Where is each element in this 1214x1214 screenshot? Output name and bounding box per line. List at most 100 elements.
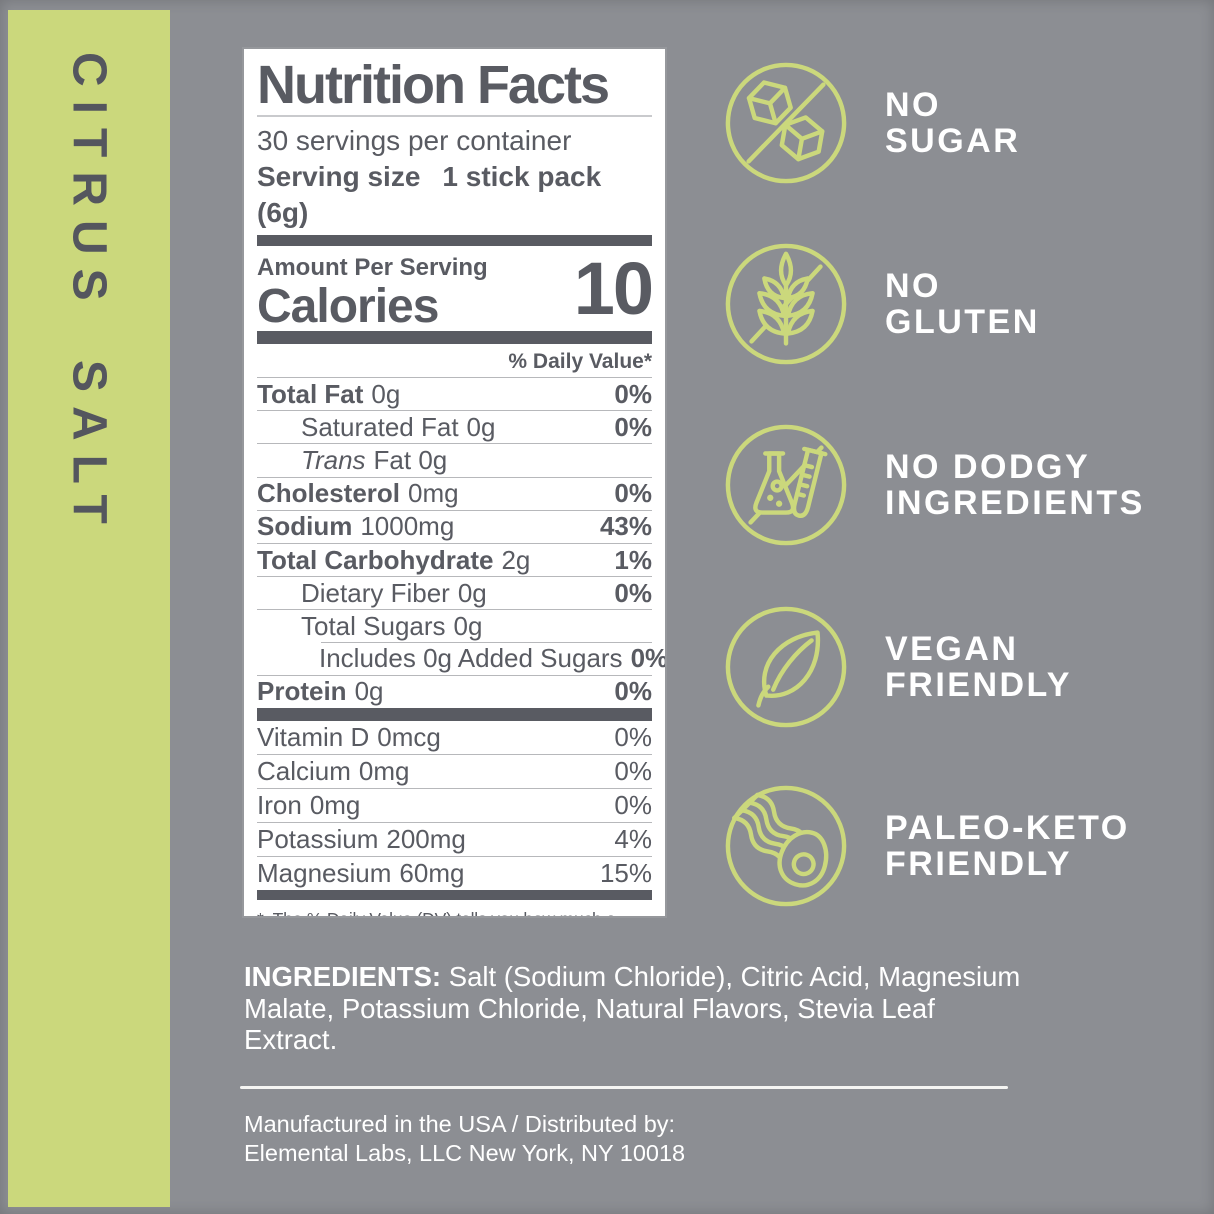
nutrient-amount: 0g (466, 411, 496, 442)
nutrient-name: Total Fat (257, 378, 364, 409)
nutrient-name: Cholesterol (257, 478, 401, 509)
table-row: Vitamin D 0mcg 0% (257, 721, 652, 755)
nutrient-daily-value: 0% (614, 577, 652, 608)
badge-label-line: VEGAN (885, 629, 1019, 668)
table-row: Total Sugars 0g (257, 610, 652, 643)
badge-no-gluten: NO GLUTEN (722, 240, 1192, 368)
nutrient-daily-value: 0% (630, 643, 667, 674)
nutrient-amount: 0mg (309, 789, 361, 820)
ingredients-text: Salt (Sodium Chloride), Citric Acid, Mag… (244, 961, 1021, 1055)
serving-size-value: 1 stick pack (6g) (257, 161, 602, 228)
calories-value: 10 (573, 247, 654, 330)
badge-label-line: PALEO-KETO (885, 808, 1130, 847)
table-row: Protein 0g 0% (257, 676, 652, 708)
badge-label: VEGAN FRIENDLY (885, 629, 1072, 704)
manufactured-line: Manufactured in the USA / Distributed by… (244, 1111, 676, 1137)
nutrient-daily-value: 15% (599, 857, 652, 888)
nutrient-amount: 0g (354, 676, 384, 707)
nutrient-name: Includes 0g Added Sugars (319, 643, 623, 674)
badge-label-line: FRIENDLY (885, 666, 1072, 704)
badge-label-line: INGREDIENTS (885, 484, 1145, 522)
serving-size-row: Serving size 1 stick pack (6g) (257, 159, 652, 231)
flavor-name: CITRUS SALT (62, 52, 116, 538)
nutrient-daily-value: 0% (614, 721, 652, 752)
nutrient-amount: 0g (457, 577, 487, 608)
nutrition-facts-title: Nutrition Facts (257, 49, 652, 117)
table-row: Total Carbohydrate 2g 1% (257, 544, 652, 578)
nutrient-amount: 1000mg (360, 511, 455, 542)
nutrient-name: Magnesium (257, 857, 392, 888)
nutrient-amount: 0mg (408, 478, 459, 509)
badge-vegan-friendly: VEGAN FRIENDLY (722, 603, 1192, 731)
table-row: Trans Fat 0g (257, 444, 652, 478)
nutrient-name: Saturated Fat (301, 411, 459, 442)
nutrient-rows: Total Fat 0g 0% Saturated Fat 0g 0% Trans F… (257, 378, 665, 708)
nutrient-name: Calcium (257, 755, 351, 786)
nutrient-daily-value: 0% (614, 411, 652, 442)
badge-label-line: NO (885, 85, 941, 124)
nutrient-name: Dietary Fiber (301, 577, 450, 608)
nutrient-daily-value: 4% (614, 823, 652, 854)
table-row: Dietary Fiber 0g 0% (257, 577, 652, 611)
serving-size-label: Serving size (257, 161, 421, 192)
nutrition-facts-panel: Nutrition Facts 30 servings per containe… (242, 47, 667, 918)
table-row: Potassium 200mg 4% (257, 823, 652, 857)
vitamin-rows: Vitamin D 0mcg 0% Calcium 0mg 0% Iron 0mg 0… (257, 721, 652, 890)
nutrient-name: Sodium (257, 511, 353, 542)
table-row: Calcium 0mg 0% (257, 755, 652, 789)
table-row: Includes 0g Added Sugars 0% (257, 643, 665, 676)
nutrient-daily-value: 0% (614, 676, 652, 707)
nutrient-daily-value: 0% (614, 755, 652, 786)
badge-label: NO DODGY INGREDIENTS (885, 447, 1145, 522)
badge-label: NO SUGAR (885, 85, 1021, 160)
table-row: Iron 0mg 0% (257, 789, 652, 823)
nutrient-name: Potassium (257, 823, 379, 854)
nutrient-daily-value: 43% (599, 511, 652, 542)
manufacturer-info: Manufactured in the USA / Distributed by… (244, 1110, 685, 1167)
nutrient-name: Trans (301, 444, 366, 475)
badge-label: NO GLUTEN (885, 266, 1040, 341)
badge-label-line: NO DODGY (885, 447, 1091, 486)
nutrient-amount: 0mcg (377, 721, 441, 752)
badge-label-line: FRIENDLY (885, 845, 1072, 883)
divider-bar (257, 235, 652, 246)
no-dodgy-ingredients-icon (725, 424, 847, 546)
footnote-text: The % Daily Value (DV) tells you how muc… (273, 908, 652, 916)
nutrient-daily-value: 0% (614, 378, 652, 409)
table-row: Sodium 1000mg 43% (257, 511, 652, 544)
footer-divider (240, 1086, 1008, 1089)
nutrient-amount: 0mg (358, 755, 410, 786)
nutrient-amount: Fat 0g (373, 444, 448, 475)
table-row: Total Fat 0g 0% (257, 378, 652, 412)
table-row: Magnesium 60mg 15% (257, 857, 652, 890)
nutrient-amount: 2g (501, 544, 531, 575)
ingredients-block: INGREDIENTS: Salt (Sodium Chloride), Cit… (244, 961, 1022, 1056)
ingredients-label: INGREDIENTS: (244, 961, 442, 992)
nutrient-amount: 0g (371, 378, 401, 409)
divider-bar (257, 889, 652, 900)
nutrient-name: Total Sugars (301, 610, 446, 641)
amount-per-serving-label: Amount Per Serving (257, 254, 488, 281)
badge-label-line: GLUTEN (885, 303, 1040, 341)
paleo-keto-friendly-icon (725, 785, 847, 907)
badge-label: PALEO-KETO FRIENDLY (885, 808, 1130, 883)
nutrient-name: Iron (257, 789, 302, 820)
no-sugar-icon (725, 62, 847, 184)
divider-bar (257, 331, 652, 344)
nutrient-amount: 200mg (386, 823, 466, 854)
table-row: Saturated Fat 0g 0% (257, 411, 652, 445)
badge-no-dodgy-ingredients: NO DODGY INGREDIENTS (722, 421, 1192, 549)
nutrient-daily-value: 1% (614, 544, 652, 575)
nutrient-amount: 0g (453, 610, 483, 641)
servings-per-container: 30 servings per container (257, 125, 572, 156)
daily-value-footnote: * The % Daily Value (DV) tells you how m… (257, 900, 652, 916)
daily-value-header: % Daily Value* (257, 344, 652, 378)
badge-label-line: NO (885, 266, 941, 305)
badge-paleo-keto-friendly: PALEO-KETO FRIENDLY (722, 782, 1192, 910)
badge-label-line: SUGAR (885, 122, 1021, 160)
divider-bar (257, 707, 652, 721)
calories-block: Amount Per Serving Calories 10 (257, 246, 654, 332)
badge-no-sugar: NO SUGAR (722, 59, 1192, 187)
nutrient-name: Protein (257, 676, 347, 707)
